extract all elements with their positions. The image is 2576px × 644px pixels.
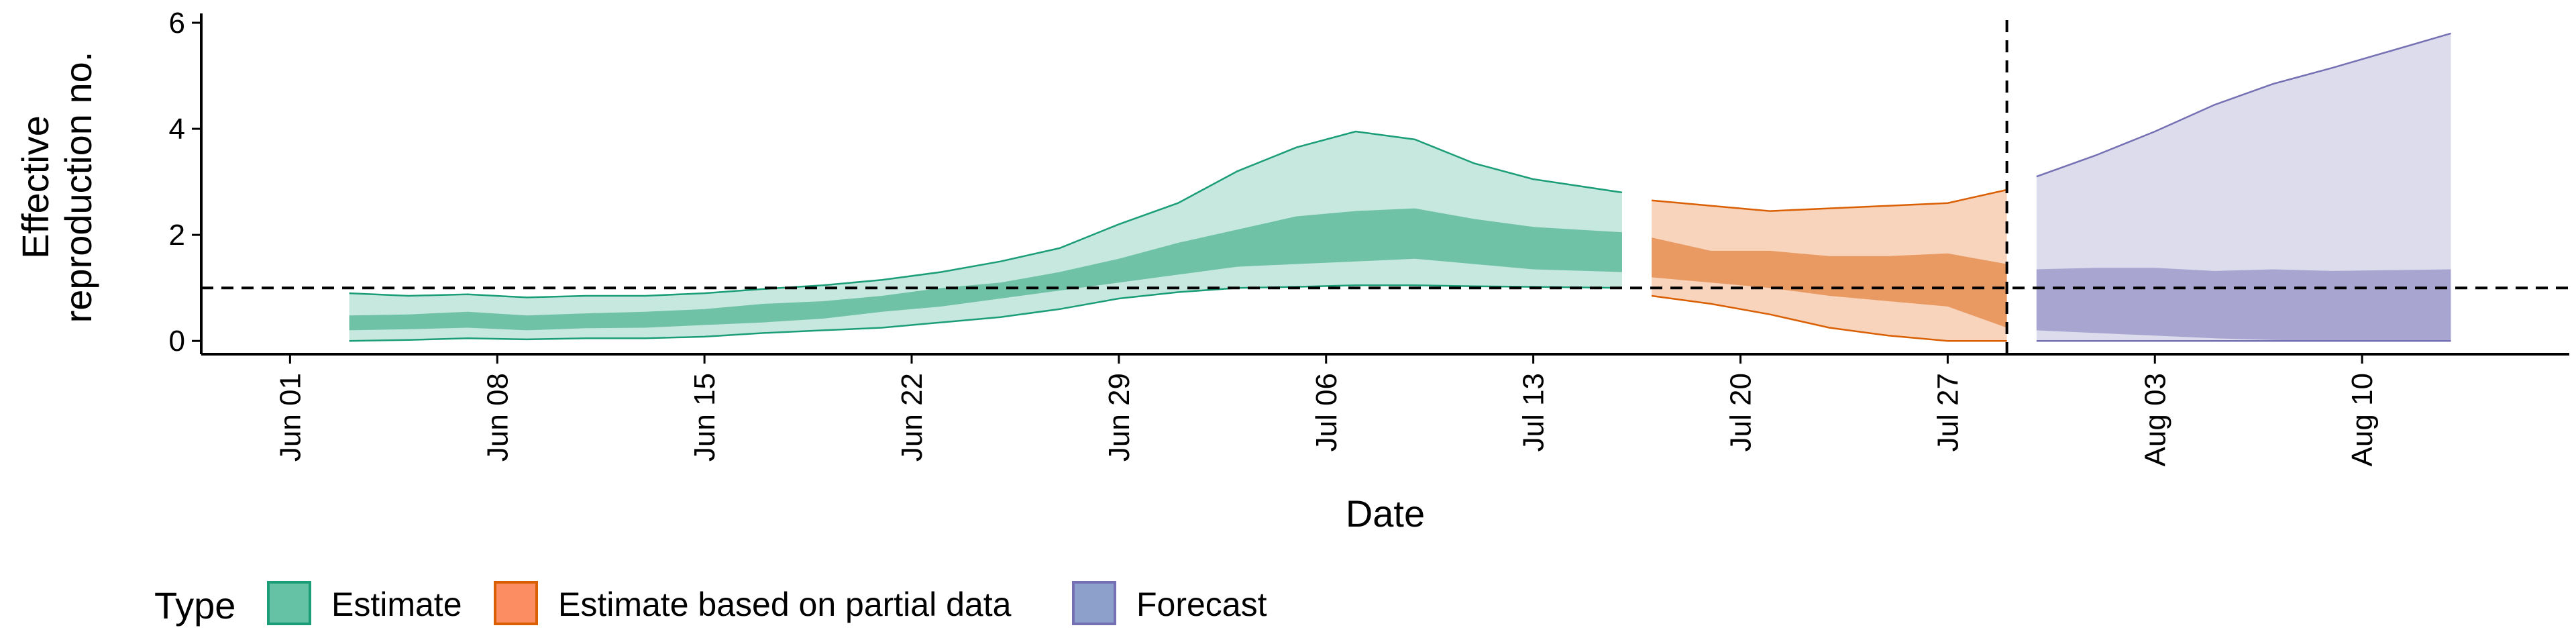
legend-title: Type <box>154 584 235 627</box>
reference-line-layer <box>201 20 2569 354</box>
x-tick-label: Jul 13 <box>1517 373 1550 451</box>
legend-label: Estimate based on partial data <box>558 586 1012 623</box>
forecast-outer-band <box>2036 33 2451 341</box>
estimate-outer-band <box>349 131 1622 341</box>
y-tick-label: 2 <box>169 219 185 252</box>
legend-swatch <box>1072 581 1116 625</box>
estimate-inner-band <box>349 208 1622 331</box>
estimate-lower-line <box>349 284 1623 342</box>
axes-layer: 0 2 4 6 Jun 01 Jun 08 Jun 15 Jun 22 Jun 29 Jul 06… <box>14 7 2569 535</box>
y-axis-title-line-1: Effective <box>14 115 56 259</box>
estimate-upper-line <box>349 130 1623 299</box>
x-tick-label: Jun 22 <box>896 373 928 462</box>
x-tick-label: Jul 06 <box>1310 373 1343 451</box>
y-axis-title-line-2: reproduction no. <box>57 52 99 323</box>
forecast-upper-line <box>2036 32 2451 178</box>
x-tick-label: Jun 08 <box>481 373 514 462</box>
x-axis-title: Date <box>1346 492 1425 535</box>
legend-label: Estimate <box>331 586 462 623</box>
legend: Type Estimate Estimate based on partial da… <box>154 581 1267 627</box>
x-tick-label: Jun 29 <box>1103 373 1136 462</box>
x-tick-label: Jun 01 <box>274 373 307 462</box>
legend-swatch <box>267 581 311 625</box>
estimate-based-on-partial-data-upper-line <box>1651 189 2007 212</box>
x-tick-label: Jul 27 <box>1931 373 1964 451</box>
x-tick-label: Aug 10 <box>2346 373 2379 466</box>
x-tick-label: Jun 15 <box>688 373 721 462</box>
ribbons-layer <box>349 32 2451 342</box>
y-tick-label: 6 <box>169 7 185 40</box>
x-tick-label: Aug 03 <box>2139 373 2171 466</box>
legend-swatch <box>494 581 538 625</box>
legend-label: Forecast <box>1136 586 1267 623</box>
estimate-based-on-partial-data-inner-band <box>1652 237 2007 328</box>
y-tick-label: 4 <box>169 113 185 146</box>
estimate-based-on-partial-data-lower-line <box>1651 294 2007 342</box>
forecast-inner-band <box>2036 268 2451 341</box>
x-tick-label: Jul 20 <box>1725 373 1758 451</box>
y-tick-label: 0 <box>169 325 185 358</box>
